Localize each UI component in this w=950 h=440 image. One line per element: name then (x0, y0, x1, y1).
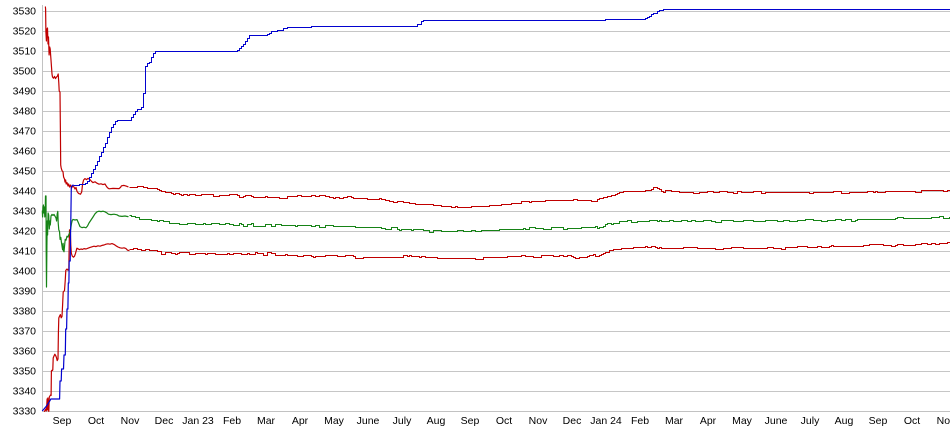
svg-text:Aug: Aug (427, 415, 446, 427)
svg-text:3530: 3530 (13, 6, 37, 18)
svg-text:Mar: Mar (257, 415, 276, 427)
svg-text:July: July (801, 415, 820, 427)
svg-text:3350: 3350 (13, 366, 37, 378)
svg-text:3330: 3330 (13, 406, 37, 418)
svg-text:Sep: Sep (869, 415, 888, 427)
svg-text:Feb: Feb (631, 415, 649, 427)
svg-text:June: June (765, 415, 788, 427)
svg-text:Nov: Nov (121, 415, 140, 427)
svg-text:3390: 3390 (13, 286, 37, 298)
svg-text:3520: 3520 (13, 26, 37, 38)
svg-text:3500: 3500 (13, 66, 37, 78)
svg-text:3480: 3480 (13, 106, 37, 118)
svg-text:3490: 3490 (13, 86, 37, 98)
svg-text:3440: 3440 (13, 186, 37, 198)
svg-text:Oct: Oct (496, 415, 512, 427)
svg-text:May: May (732, 415, 753, 427)
svg-text:3380: 3380 (13, 306, 37, 318)
svg-text:3450: 3450 (13, 166, 37, 178)
svg-text:3430: 3430 (13, 206, 37, 218)
svg-text:Nov: Nov (529, 415, 548, 427)
svg-text:Oct: Oct (88, 415, 104, 427)
svg-text:June: June (357, 415, 380, 427)
svg-text:Sep: Sep (53, 415, 72, 427)
svg-text:Apr: Apr (292, 415, 309, 427)
svg-text:Jan 23: Jan 23 (182, 415, 214, 427)
svg-text:3420: 3420 (13, 226, 37, 238)
svg-text:3370: 3370 (13, 326, 37, 338)
svg-text:July: July (393, 415, 412, 427)
svg-text:Nov: Nov (937, 415, 950, 427)
svg-text:3340: 3340 (13, 386, 37, 398)
svg-text:3410: 3410 (13, 246, 37, 258)
svg-text:Sep: Sep (461, 415, 480, 427)
svg-text:3360: 3360 (13, 346, 37, 358)
svg-text:3400: 3400 (13, 266, 37, 278)
svg-text:Mar: Mar (665, 415, 684, 427)
svg-text:Aug: Aug (835, 415, 854, 427)
svg-text:3460: 3460 (13, 146, 37, 158)
svg-text:Feb: Feb (223, 415, 241, 427)
svg-text:Jan 24: Jan 24 (590, 415, 622, 427)
svg-text:Dec: Dec (155, 415, 174, 427)
svg-text:Apr: Apr (700, 415, 717, 427)
svg-text:Oct: Oct (904, 415, 920, 427)
svg-text:May: May (324, 415, 345, 427)
svg-text:3510: 3510 (13, 46, 37, 58)
svg-text:3470: 3470 (13, 126, 37, 138)
svg-text:Dec: Dec (563, 415, 582, 427)
